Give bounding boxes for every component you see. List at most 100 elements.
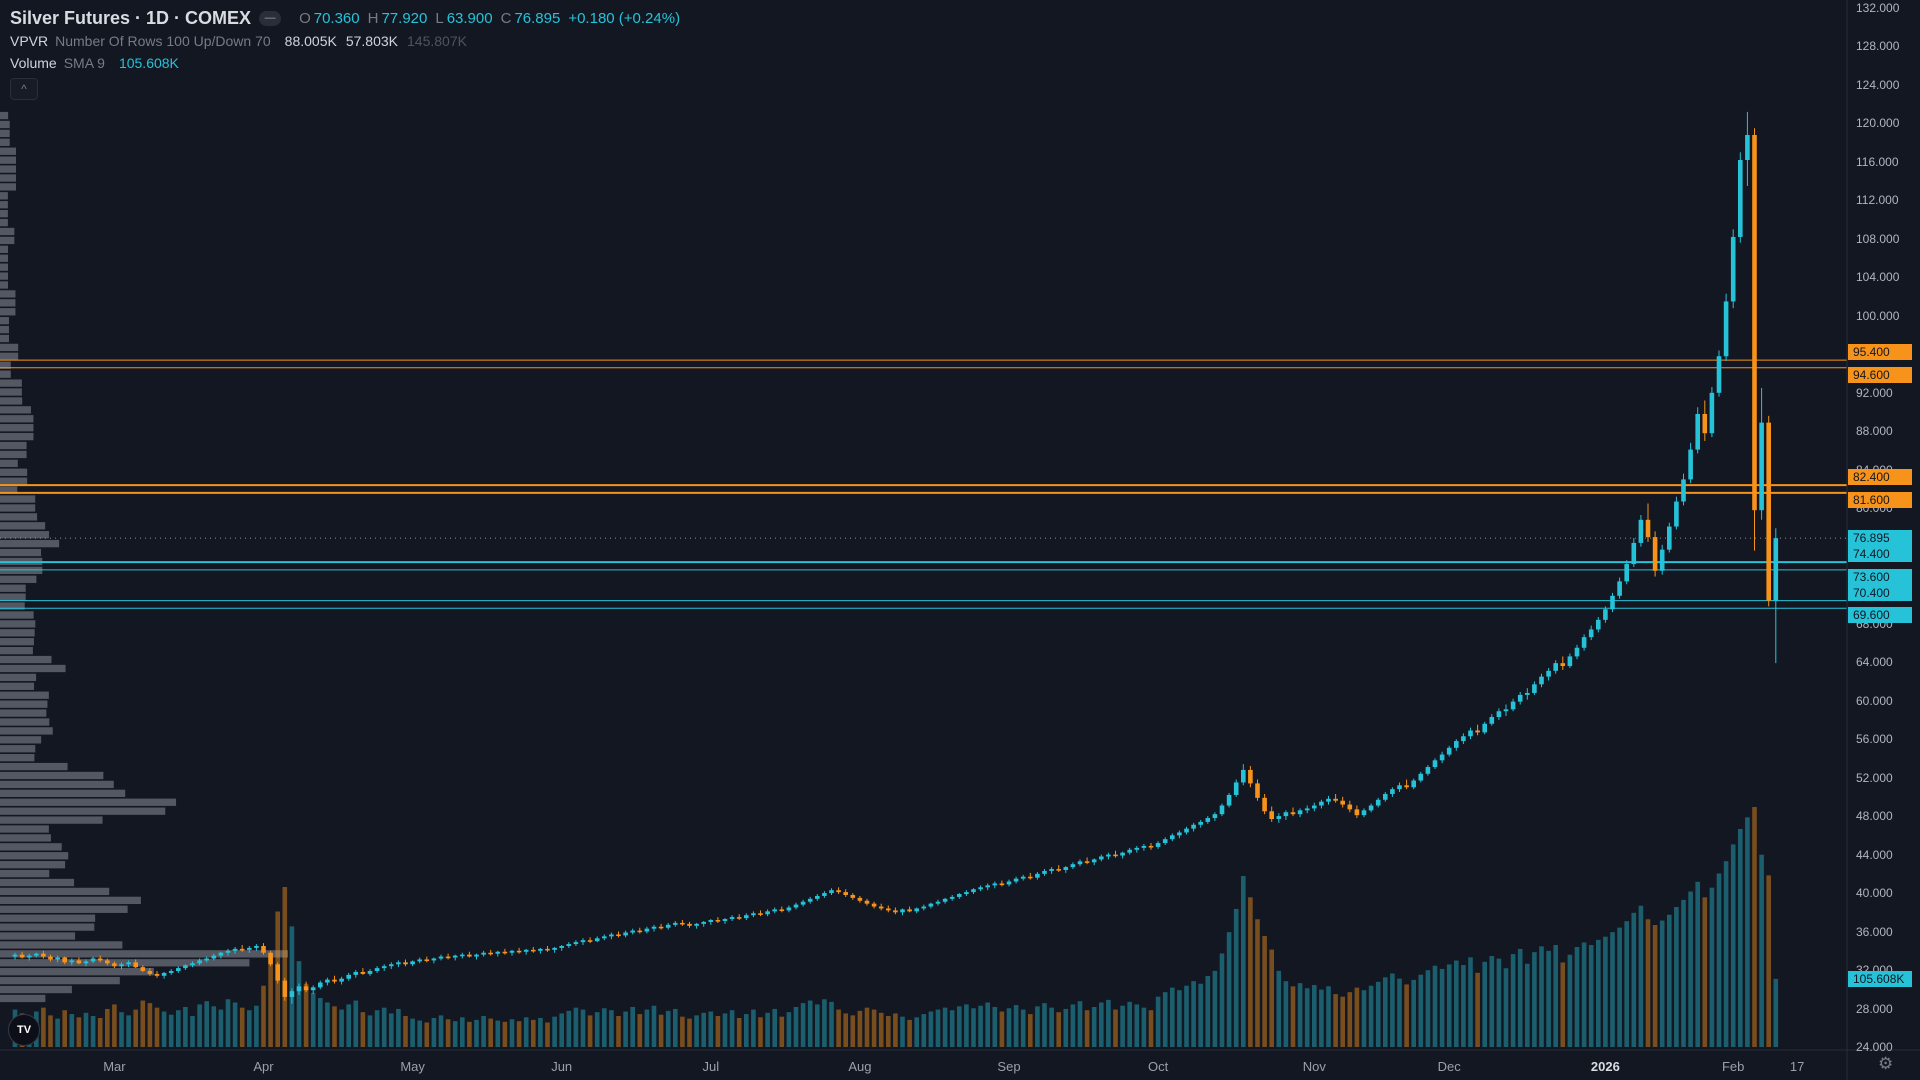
candle-body xyxy=(303,986,309,991)
candle-body xyxy=(942,898,948,902)
settings-gear-icon[interactable]: ⚙ xyxy=(1878,1054,1894,1073)
volume-profile-bar xyxy=(0,780,114,789)
time-tick-label: 2026 xyxy=(1590,1059,1620,1074)
candle-body xyxy=(183,965,188,969)
volume-bar xyxy=(580,1009,586,1047)
volume-bar xyxy=(758,1017,763,1047)
candle-body xyxy=(1255,783,1260,798)
candle-body xyxy=(957,894,962,897)
price-tick-label: 100.000 xyxy=(1856,308,1900,323)
level-price-label[interactable]: 74.400 xyxy=(1848,546,1912,563)
candle-body xyxy=(1290,812,1296,815)
level-price-label[interactable]: 73.600 xyxy=(1848,568,1912,585)
volume-bar xyxy=(268,955,273,1047)
volume-bar xyxy=(907,1019,912,1047)
change-value: +0.180 (+0.24%) xyxy=(568,9,681,27)
candle-body xyxy=(914,908,919,912)
vpvr-indicator-row[interactable]: VPVR Number Of Rows 100 Up/Down 70 88.00… xyxy=(10,30,680,52)
candle-body xyxy=(403,962,408,965)
volume-bar xyxy=(644,1009,650,1047)
candle-body xyxy=(566,944,572,946)
candle-body xyxy=(793,904,799,908)
candle-body xyxy=(772,909,777,912)
volume-bar xyxy=(1461,965,1466,1047)
volume-profile-bar xyxy=(0,111,9,120)
hide-indicator-icon[interactable]: — xyxy=(259,10,282,26)
volume-bar xyxy=(673,1008,678,1047)
candle-body xyxy=(765,911,770,915)
candle-body xyxy=(1688,449,1693,480)
candle-body xyxy=(1269,811,1274,819)
candle-body xyxy=(12,954,18,957)
volume-bar xyxy=(1262,936,1267,1047)
time-axis[interactable]: Mar Apr May Jun Jul Aug Sep Oct Nov Dec 2026 Feb 17 xyxy=(0,1050,1848,1080)
candle-body xyxy=(367,970,373,974)
tradingview-logo[interactable]: TV xyxy=(8,1014,40,1046)
volume-profile-bar xyxy=(0,789,126,797)
level-price-label[interactable]: 95.400 xyxy=(1848,344,1912,361)
volume-profile-bar xyxy=(0,566,43,575)
volume-bar xyxy=(1752,807,1757,1047)
candle-body xyxy=(545,948,550,951)
volume-bar xyxy=(1049,1007,1054,1047)
symbol-title[interactable]: Silver Futures · 1D · COMEX xyxy=(10,7,252,28)
level-price-label[interactable]: 70.400 xyxy=(1848,584,1912,601)
candle-body xyxy=(928,903,934,907)
volume-profile-bar xyxy=(0,655,52,664)
candle-body xyxy=(1049,869,1054,871)
level-price-label[interactable]: 81.600 xyxy=(1848,491,1912,508)
volume-profile-bar xyxy=(0,611,34,619)
collapse-legend-button[interactable]: ^ xyxy=(10,78,38,100)
candle-body xyxy=(445,956,451,959)
candle-body xyxy=(1091,859,1097,863)
price-tick-label: 124.000 xyxy=(1856,77,1900,92)
volume-indicator-row[interactable]: Volume SMA 9 105.608K xyxy=(10,52,680,74)
candle-body xyxy=(502,951,508,954)
volume-bar xyxy=(325,1002,330,1047)
candle-body xyxy=(673,922,678,925)
last-price-label[interactable]: 76.895 xyxy=(1848,530,1912,547)
volume-bar xyxy=(1624,921,1629,1047)
time-tick-label: Nov xyxy=(1302,1059,1326,1074)
volume-profile-bar xyxy=(0,700,48,708)
volume-bar xyxy=(1411,979,1416,1047)
price-tick-label: 44.000 xyxy=(1856,847,1893,862)
volume-bar xyxy=(232,1002,238,1047)
candle-body xyxy=(381,966,387,969)
level-price-label[interactable]: 82.400 xyxy=(1848,469,1912,486)
candle-body xyxy=(1148,845,1154,848)
candle-body xyxy=(509,950,515,953)
volume-bar xyxy=(1383,977,1388,1047)
candle-body xyxy=(1155,843,1161,847)
volume-bar xyxy=(1212,970,1218,1047)
volume-bar xyxy=(744,1014,749,1047)
candle-body xyxy=(843,892,848,895)
level-price-label[interactable]: 94.600 xyxy=(1848,366,1912,383)
volume-bar xyxy=(417,1020,422,1047)
candle-body xyxy=(815,895,820,899)
volume-bar xyxy=(602,1008,607,1047)
volume-bar xyxy=(1134,1004,1140,1047)
volume-profile-bar xyxy=(0,816,103,824)
candle-body xyxy=(1539,676,1544,685)
volume-bar xyxy=(1482,961,1487,1047)
candle-body xyxy=(758,913,763,915)
volume-bar xyxy=(559,1013,564,1047)
volume-bar xyxy=(1390,973,1395,1047)
level-price-label[interactable]: 69.600 xyxy=(1848,607,1912,624)
volume-bar xyxy=(1574,947,1580,1047)
volume-profile-bar xyxy=(0,254,9,262)
volume-value-label[interactable]: 105.608K xyxy=(1848,970,1912,987)
candle-body xyxy=(218,952,224,956)
volume-bar xyxy=(474,1019,479,1047)
volume-bar xyxy=(772,1008,777,1047)
candle-body xyxy=(907,909,912,912)
volume-profile-bar xyxy=(0,691,49,699)
candle-body xyxy=(55,957,60,960)
candle-body xyxy=(1411,780,1416,788)
volume-bar xyxy=(1439,968,1445,1047)
candle-body xyxy=(1283,812,1289,817)
volume-bar xyxy=(1177,990,1182,1047)
candle-body xyxy=(154,973,160,976)
